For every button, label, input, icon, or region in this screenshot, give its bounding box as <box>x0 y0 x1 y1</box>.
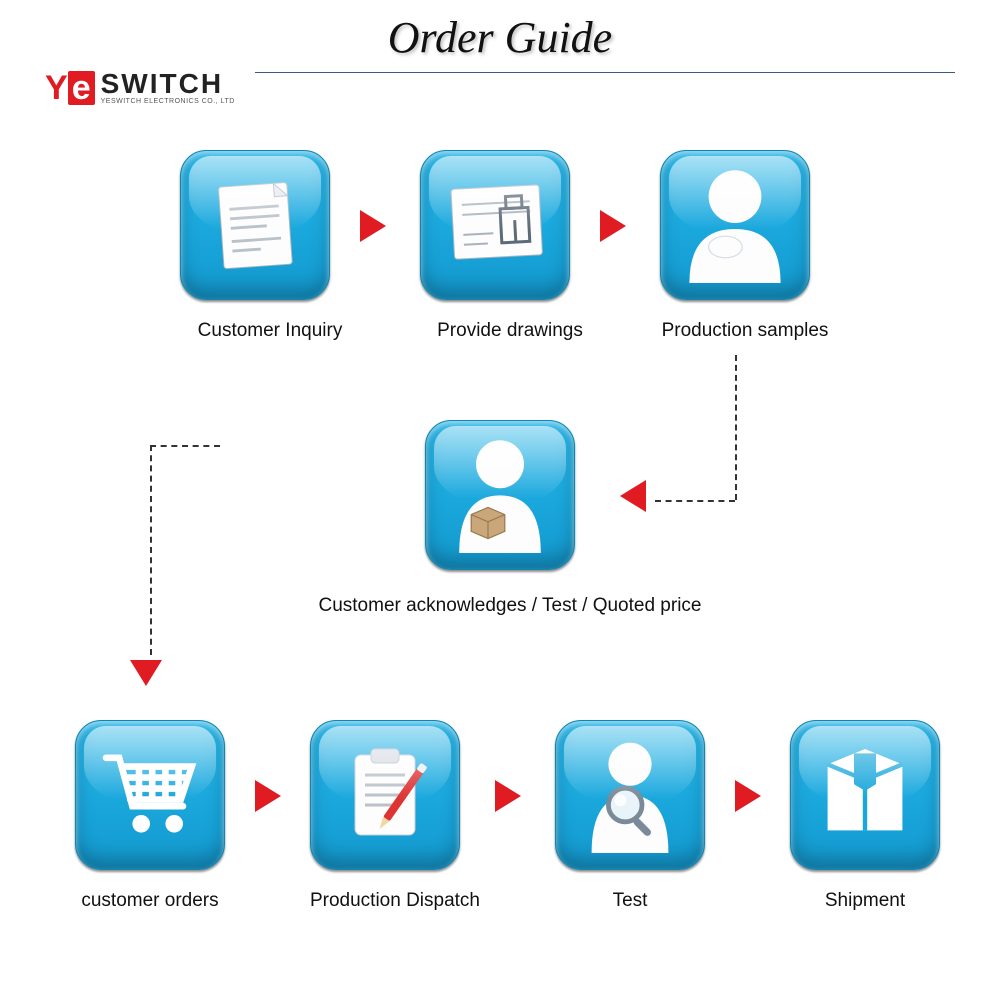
drawing-icon <box>445 173 545 278</box>
person-icon <box>675 163 795 288</box>
step-caption-test: Test <box>555 890 705 912</box>
flow-arrow-6 <box>735 780 761 812</box>
document-icon <box>208 175 303 275</box>
flow-arrow-4 <box>255 780 281 812</box>
flow-arrow-1 <box>600 210 626 242</box>
step-tile-shipment <box>790 720 940 870</box>
flow-connector-3 <box>150 445 220 447</box>
flow-connector-2 <box>150 445 152 655</box>
step-tile-inquiry <box>180 150 330 300</box>
step-tile-drawings <box>420 150 570 300</box>
header-rule <box>255 72 955 73</box>
flow-arrow-3 <box>130 660 162 686</box>
flow-arrow-5 <box>495 780 521 812</box>
flow-connector-1 <box>655 500 735 502</box>
clipboard-icon <box>335 738 435 853</box>
magnify-icon <box>570 733 690 858</box>
page-title: Order Guide <box>0 12 1000 63</box>
brand-logo: Ye SWITCH YESWITCH ELECTRONICS CO., LTD <box>45 70 235 105</box>
logo-brand-text: SWITCH <box>101 70 235 98</box>
flow-connector-0 <box>735 355 737 500</box>
step-tile-samples <box>660 150 810 300</box>
step-caption-drawings: Provide drawings <box>420 320 600 342</box>
box-icon <box>810 738 920 853</box>
step-caption-samples: Production samples <box>640 320 850 342</box>
logo-subtext: YESWITCH ELECTRONICS CO., LTD <box>101 98 235 105</box>
step-tile-ack <box>425 420 575 570</box>
cart-icon <box>95 738 205 853</box>
step-tile-test <box>555 720 705 870</box>
step-tile-dispatch <box>310 720 460 870</box>
step-tile-orders <box>75 720 225 870</box>
person-box-icon <box>440 433 560 558</box>
step-caption-ack: Customer acknowledges / Test / Quoted pr… <box>300 595 720 617</box>
step-caption-inquiry: Customer Inquiry <box>180 320 360 342</box>
step-caption-orders: customer orders <box>60 890 240 912</box>
step-caption-shipment: Shipment <box>790 890 940 912</box>
flow-arrow-0 <box>360 210 386 242</box>
logo-mark-icon: Ye <box>45 71 95 105</box>
step-caption-dispatch: Production Dispatch <box>290 890 500 912</box>
flow-arrow-2 <box>620 480 646 512</box>
